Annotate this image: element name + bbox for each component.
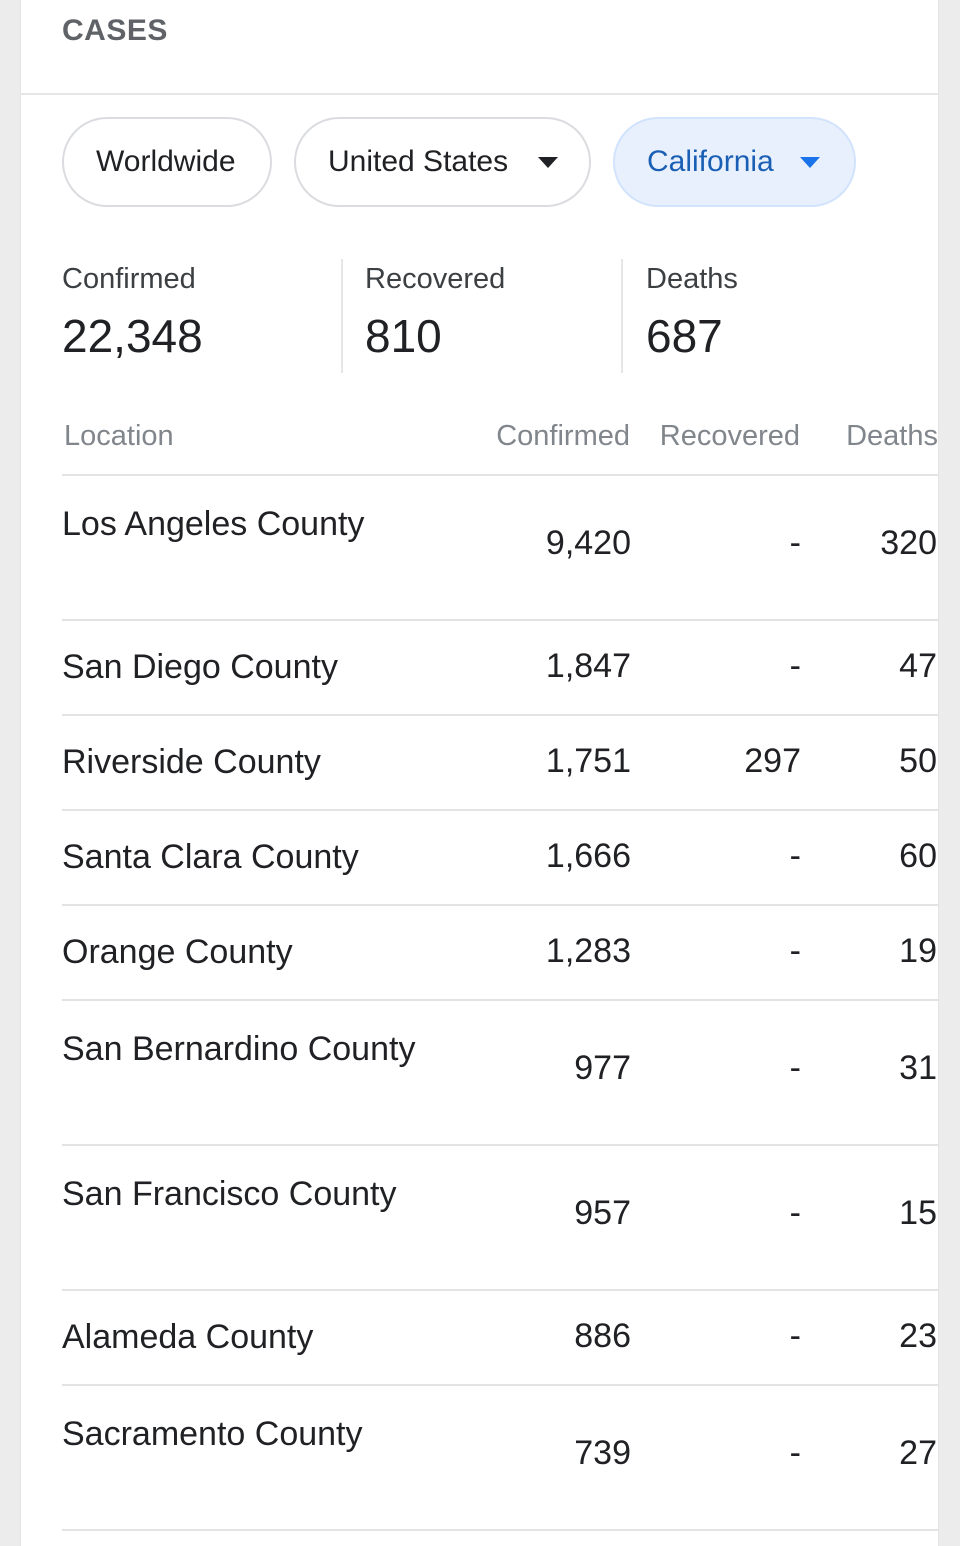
cases-card: CASES Worldwide United States California… — [20, 0, 939, 1546]
table-row[interactable]: San Diego County 1,847 - 47 — [62, 621, 938, 716]
country-chip-label: United States — [328, 145, 509, 178]
row-recovered: - — [789, 837, 801, 875]
summary-stats: Confirmed 22,348 Recovered 810 Deaths 68… — [21, 255, 938, 373]
recovered-value: 810 — [365, 310, 442, 362]
table-row[interactable]: Alameda County 886 - 23 — [62, 1291, 938, 1386]
row-confirmed: 739 — [574, 1434, 631, 1472]
cases-title: CASES — [62, 14, 168, 47]
row-recovered: 297 — [744, 742, 801, 780]
row-confirmed: 886 — [574, 1317, 631, 1355]
column-header-confirmed[interactable]: Confirmed — [496, 420, 630, 452]
row-recovered: - — [789, 932, 801, 970]
cases-table: Location Confirmed Recovered Deaths Los … — [21, 400, 938, 1531]
cases-header: CASES — [21, 0, 938, 95]
row-recovered: - — [789, 1317, 801, 1355]
row-location: Los Angeles County — [62, 505, 365, 543]
region-dropdown-chip[interactable]: California — [613, 117, 856, 207]
row-location: Sacramento County — [62, 1415, 363, 1453]
row-location: San Diego County — [62, 648, 338, 686]
deaths-value: 687 — [646, 310, 723, 362]
confirmed-label: Confirmed — [62, 263, 196, 295]
table-row[interactable]: San Bernardino County 977 - 31 — [62, 1001, 938, 1146]
worldwide-chip[interactable]: Worldwide — [62, 117, 272, 207]
row-location: San Francisco County — [62, 1175, 397, 1213]
row-location: Riverside County — [62, 743, 321, 781]
row-confirmed: 977 — [574, 1049, 631, 1087]
row-confirmed: 1,751 — [545, 742, 631, 780]
row-location: Orange County — [62, 933, 293, 971]
column-header-deaths[interactable]: Deaths — [846, 420, 938, 452]
row-recovered: - — [789, 524, 801, 562]
column-header-location[interactable]: Location — [64, 420, 174, 452]
row-recovered: - — [789, 1434, 801, 1472]
row-confirmed: 1,283 — [545, 932, 631, 970]
row-deaths: 27 — [899, 1434, 937, 1472]
stat-divider — [341, 259, 343, 373]
row-deaths: 47 — [899, 647, 937, 685]
row-location: San Bernardino County — [62, 1030, 416, 1068]
table-row[interactable]: Orange County 1,283 - 19 — [62, 906, 938, 1001]
dropdown-arrow-icon — [800, 157, 820, 168]
row-recovered: - — [789, 1194, 801, 1232]
confirmed-value: 22,348 — [62, 310, 203, 362]
table-row[interactable]: Los Angeles County 9,420 - 320 — [62, 476, 938, 621]
row-confirmed: 1,847 — [545, 647, 631, 685]
region-chip-label: California — [647, 145, 774, 178]
worldwide-chip-label: Worldwide — [96, 145, 236, 178]
table-header: Location Confirmed Recovered Deaths — [62, 400, 938, 476]
table-row[interactable]: Sacramento County 739 - 27 — [62, 1386, 938, 1531]
row-deaths: 60 — [899, 837, 937, 875]
row-deaths: 320 — [880, 524, 937, 562]
row-confirmed: 1,666 — [545, 837, 631, 875]
row-location: Alameda County — [62, 1318, 314, 1356]
country-dropdown-chip[interactable]: United States — [294, 117, 591, 207]
recovered-label: Recovered — [365, 263, 506, 295]
deaths-label: Deaths — [646, 263, 738, 295]
row-confirmed: 9,420 — [545, 524, 631, 562]
row-deaths: 23 — [899, 1317, 937, 1355]
row-location: Santa Clara County — [62, 838, 359, 876]
table-row[interactable]: Santa Clara County 1,666 - 60 — [62, 811, 938, 906]
row-deaths: 50 — [899, 742, 937, 780]
row-deaths: 19 — [899, 932, 937, 970]
stat-divider — [621, 259, 623, 373]
table-row[interactable]: San Francisco County 957 - 15 — [62, 1146, 938, 1291]
row-confirmed: 957 — [574, 1194, 631, 1232]
row-recovered: - — [789, 1049, 801, 1087]
row-deaths: 15 — [899, 1194, 937, 1232]
column-header-recovered[interactable]: Recovered — [659, 420, 800, 452]
row-recovered: - — [789, 647, 801, 685]
dropdown-arrow-icon — [538, 157, 558, 168]
row-deaths: 31 — [899, 1049, 937, 1087]
table-row[interactable]: Riverside County 1,751 297 50 — [62, 716, 938, 811]
